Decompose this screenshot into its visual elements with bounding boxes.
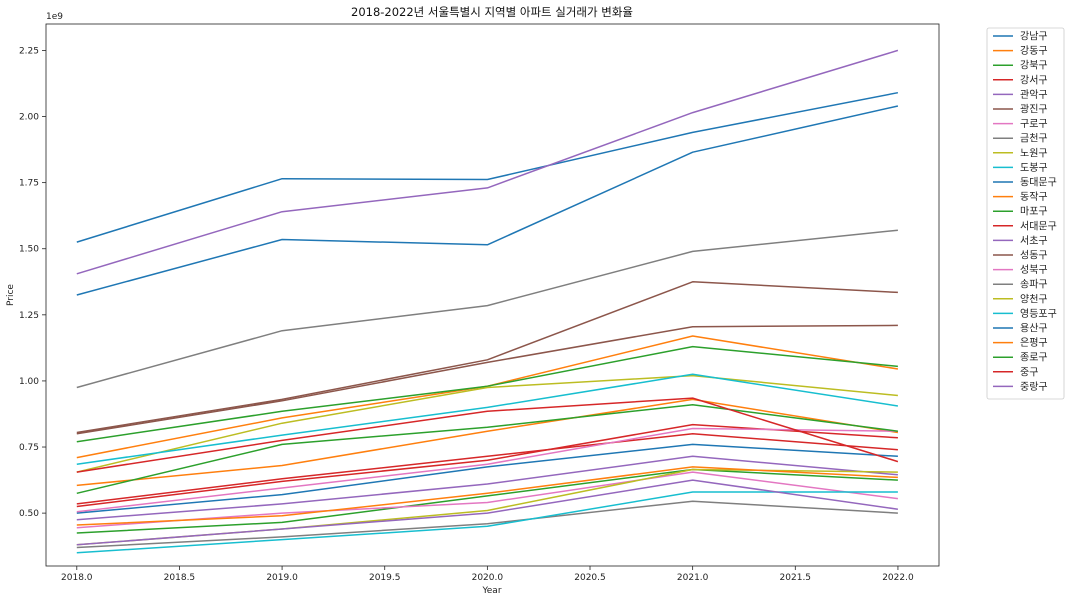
x-tick-label: 2022.0	[882, 573, 914, 583]
y-tick-label: 0.50	[19, 509, 39, 519]
y-tick-label: 0.75	[19, 443, 39, 453]
series-line-6	[76, 281, 898, 434]
series-line-17	[76, 427, 898, 513]
legend-label: 송파구	[1020, 279, 1048, 291]
series-line-20	[76, 373, 899, 465]
legend-label: 금천구	[1020, 133, 1048, 145]
legend-label: 용산구	[1020, 323, 1048, 335]
y-tick-label: 1.50	[19, 245, 39, 255]
legend-label: 동작구	[1020, 191, 1048, 203]
legend-label: 양천구	[1020, 293, 1048, 305]
series-lines	[76, 49, 899, 554]
series-line-3	[76, 468, 898, 534]
series-line-4	[76, 433, 898, 505]
series-line-10	[76, 491, 898, 554]
series-line-23	[76, 403, 898, 495]
legend-label: 서대문구	[1020, 220, 1057, 232]
series-line-19	[76, 374, 898, 473]
legend-label: 노원구	[1020, 147, 1048, 159]
x-tick-label: 2018.0	[61, 573, 93, 583]
x-tick-label: 2020.5	[574, 573, 606, 583]
x-tick-label: 2019.5	[369, 573, 401, 583]
legend-label: 중구	[1020, 366, 1038, 378]
legend-label: 강서구	[1020, 74, 1048, 86]
legend: 강남구강동구강북구강서구관악구광진구구로구금천구노원구도봉구동대문구동작구마포구…	[986, 27, 1065, 400]
series-line-24	[76, 397, 899, 473]
series-line-25	[76, 479, 899, 546]
legend-label: 구로구	[1020, 119, 1048, 130]
legend-label: 은평구	[1020, 337, 1048, 349]
x-tick-label: 2018.5	[164, 573, 196, 583]
y-tick-label: 2.00	[19, 113, 39, 123]
legend-label: 서초구	[1020, 235, 1048, 247]
legend-label: 도봉구	[1020, 162, 1048, 174]
legend-box	[986, 27, 1065, 400]
series-line-8	[76, 500, 898, 549]
x-axis-title: Year	[481, 586, 501, 596]
series-line-16	[76, 324, 898, 435]
series-line-14	[76, 423, 898, 508]
x-tick-label: 2021.0	[677, 573, 709, 583]
y-tick-label: 1.00	[19, 377, 39, 387]
legend-label: 성북구	[1020, 264, 1048, 276]
legend-label: 중랑구	[1020, 381, 1048, 393]
y-tick-label: 2.25	[19, 46, 39, 56]
x-tick-label: 2019.0	[266, 573, 298, 583]
legend-label: 강북구	[1020, 60, 1048, 72]
legend-label: 동대문구	[1020, 177, 1057, 189]
legend-label: 광진구	[1020, 104, 1048, 116]
legend-label: 강동구	[1020, 45, 1048, 57]
series-line-21	[76, 105, 899, 296]
chart-title: 2018-2022년 서울특별시 지역별 아파트 실거래가 변화율	[351, 5, 633, 19]
series-line-7	[76, 471, 898, 529]
legend-label: 성동구	[1020, 250, 1048, 262]
series-line-22	[76, 466, 898, 526]
legend-label: 종로구	[1020, 352, 1048, 364]
legend-label: 영등포구	[1020, 308, 1057, 320]
plot-area	[45, 23, 940, 567]
series-line-5	[76, 455, 898, 521]
y-tick-label: 1.75	[19, 179, 39, 189]
series-line-11	[76, 443, 898, 514]
x-tick-label: 2021.5	[780, 573, 812, 583]
series-line-13	[76, 345, 898, 443]
series-line-15	[76, 49, 899, 275]
y-axis-title: Price	[6, 284, 16, 306]
y-axis: 0.50 0.75 1.00 1.25 1.50 1.75 2.00 2.25	[19, 46, 46, 519]
legend-label: 강남구	[1020, 31, 1048, 43]
series-line-9	[76, 468, 898, 546]
series-line-12	[76, 398, 899, 487]
series-line-18	[76, 229, 898, 389]
y-tick-label: 1.25	[19, 311, 39, 321]
legend-label: 마포구	[1020, 206, 1048, 218]
x-tick-label: 2020.0	[472, 573, 504, 583]
y-offset-label: 1e9	[46, 12, 63, 22]
series-line-1	[76, 91, 899, 243]
x-axis: 2018.0 2018.5 2019.0 2019.5 2020.0 2020.5 2021…	[61, 566, 914, 583]
legend-label: 관악구	[1020, 89, 1048, 101]
